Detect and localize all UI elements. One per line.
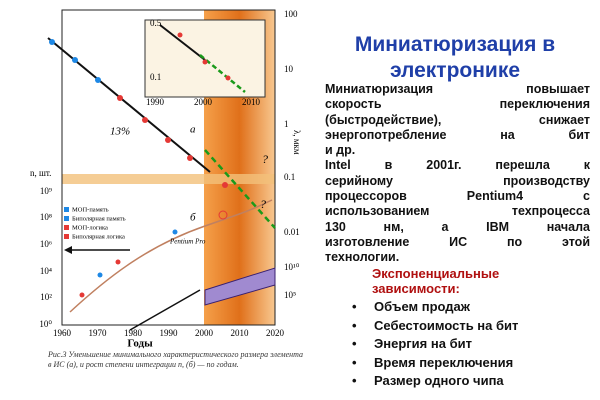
slide-title: Миниатюризация в <box>354 33 556 56</box>
paragraph-line: Миниатюризация повышает <box>325 82 590 96</box>
purple-area <box>204 267 276 306</box>
paragraph-line: изготовление ИС по этой <box>325 234 590 249</box>
point <box>225 75 231 81</box>
point <box>79 292 85 298</box>
point <box>72 57 78 63</box>
annotation: 13% <box>110 126 130 138</box>
subheading: Экспоненциальные зависимости: <box>372 266 499 296</box>
bullet-item: Объем продаж <box>352 298 518 317</box>
subheading-line: зависимости: <box>372 281 460 296</box>
right-axis-label: λ, мкм <box>292 130 302 155</box>
legend-swatch <box>64 234 69 239</box>
inset-forecast <box>199 54 246 93</box>
points <box>49 32 231 298</box>
inset-x-tick: 1990 <box>146 97 165 107</box>
left-tick-label: 10⁸ <box>40 212 52 222</box>
left-tick-label: 10⁹ <box>40 186 52 196</box>
point <box>187 155 193 161</box>
annotation: б <box>190 212 196 224</box>
left-tick-label: 10⁰ <box>39 319 52 329</box>
right-tick-label: 0.1 <box>284 172 295 182</box>
paragraph-line: 130 нм, а IBM начала <box>325 219 590 234</box>
left-axis-label: n, шт. <box>30 168 51 178</box>
inset-frame <box>144 19 266 98</box>
legend-label: Биполярная память <box>72 215 126 222</box>
legend-swatch <box>64 225 69 230</box>
integration-curve <box>69 199 273 313</box>
paragraph-line: (быстродействие), снижает <box>325 112 590 127</box>
left-tick-label: 10² <box>40 292 52 302</box>
legend-swatch <box>64 207 69 212</box>
figure: n, шт. 10⁹ 10⁸ 10⁶ 10⁴ 10² 10⁰ 100 10 1 0.1 0.01 10¹… <box>30 9 302 350</box>
point <box>222 182 228 188</box>
paragraph-line: использованием техпроцесса <box>325 204 590 219</box>
paragraph: Миниатюризация повышает скорость переключ… <box>325 82 590 266</box>
right-tick-label: 10 <box>284 64 294 74</box>
x-tick-label: 2000 <box>195 328 214 338</box>
right-tick-label: 10⁵ <box>284 290 296 300</box>
inset-x-tick: 2010 <box>242 97 261 107</box>
x-tick-label: 2020 <box>266 328 285 338</box>
x-tick-label: 1980 <box>124 328 143 338</box>
paragraph-line: Intel в 2001г. перешла к <box>325 158 590 173</box>
paragraph-line: технологии. <box>325 250 400 265</box>
point <box>177 32 183 38</box>
point <box>142 117 148 123</box>
horizontal-band <box>62 174 275 184</box>
left-tick-label: 10⁴ <box>40 266 52 276</box>
subheading-line: Экспоненциальные <box>372 266 500 281</box>
x-axis-label: Годы <box>127 338 153 350</box>
point <box>115 259 121 265</box>
legend-label: Биполярная логика <box>72 233 125 240</box>
point <box>218 210 228 220</box>
forecast-line <box>204 149 276 229</box>
point <box>49 39 55 45</box>
point <box>97 272 103 278</box>
slide-title: электронике <box>389 59 521 82</box>
paragraph-line: и др. <box>325 143 356 158</box>
bullet-item: Себестоимость на бит <box>352 317 518 336</box>
annotation: ? <box>260 197 266 211</box>
inset-y-tick: 0.5 <box>150 18 162 28</box>
annotation: Pentium Pro <box>169 238 206 246</box>
x-tick-label: 1990 <box>160 328 179 338</box>
annotation: ? <box>262 152 268 166</box>
legend-label: МОП-память <box>72 206 109 213</box>
annotation: а <box>190 124 196 136</box>
caption: Рис.3 Уменьшение минимального характерис… <box>48 350 303 369</box>
paragraph-line: энергопотребление на бит <box>325 127 590 142</box>
plot-frame <box>61 9 276 326</box>
paragraph-line: процессоров Pentium4 с <box>325 189 590 204</box>
bullet-item: Время переключения <box>352 354 518 373</box>
right-tick-label: 100 <box>284 9 298 19</box>
point <box>117 95 123 101</box>
bullet-item: Энергия на бит <box>352 335 518 354</box>
x-tick-label: 2010 <box>231 328 250 338</box>
x-tick-label: 1960 <box>53 328 72 338</box>
inset-x-tick: 2000 <box>194 97 213 107</box>
bullet-item: Размер одного чипа <box>352 372 518 391</box>
x-tick-label: 1970 <box>89 328 108 338</box>
inset-trend <box>159 24 206 61</box>
inset-y-tick: 0.1 <box>150 72 161 82</box>
point <box>202 59 208 65</box>
legend-label: МОП-логика <box>72 224 108 231</box>
arrow <box>129 289 201 331</box>
right-tick-label: 1 <box>284 119 289 129</box>
paragraph-line: серийному производству <box>325 173 590 188</box>
point <box>95 77 101 83</box>
legend-swatch <box>64 216 69 221</box>
left-tick-label: 10⁶ <box>40 239 52 249</box>
point <box>172 229 178 235</box>
right-tick-label: 0.01 <box>284 227 300 237</box>
arrowhead <box>64 246 72 254</box>
right-tick-label: 10¹⁰ <box>284 262 300 272</box>
point <box>165 137 171 143</box>
paragraph-line: скорость переключения <box>325 97 590 112</box>
bullet-list: Объем продажСебестоимость на битЭнергия … <box>352 298 518 391</box>
